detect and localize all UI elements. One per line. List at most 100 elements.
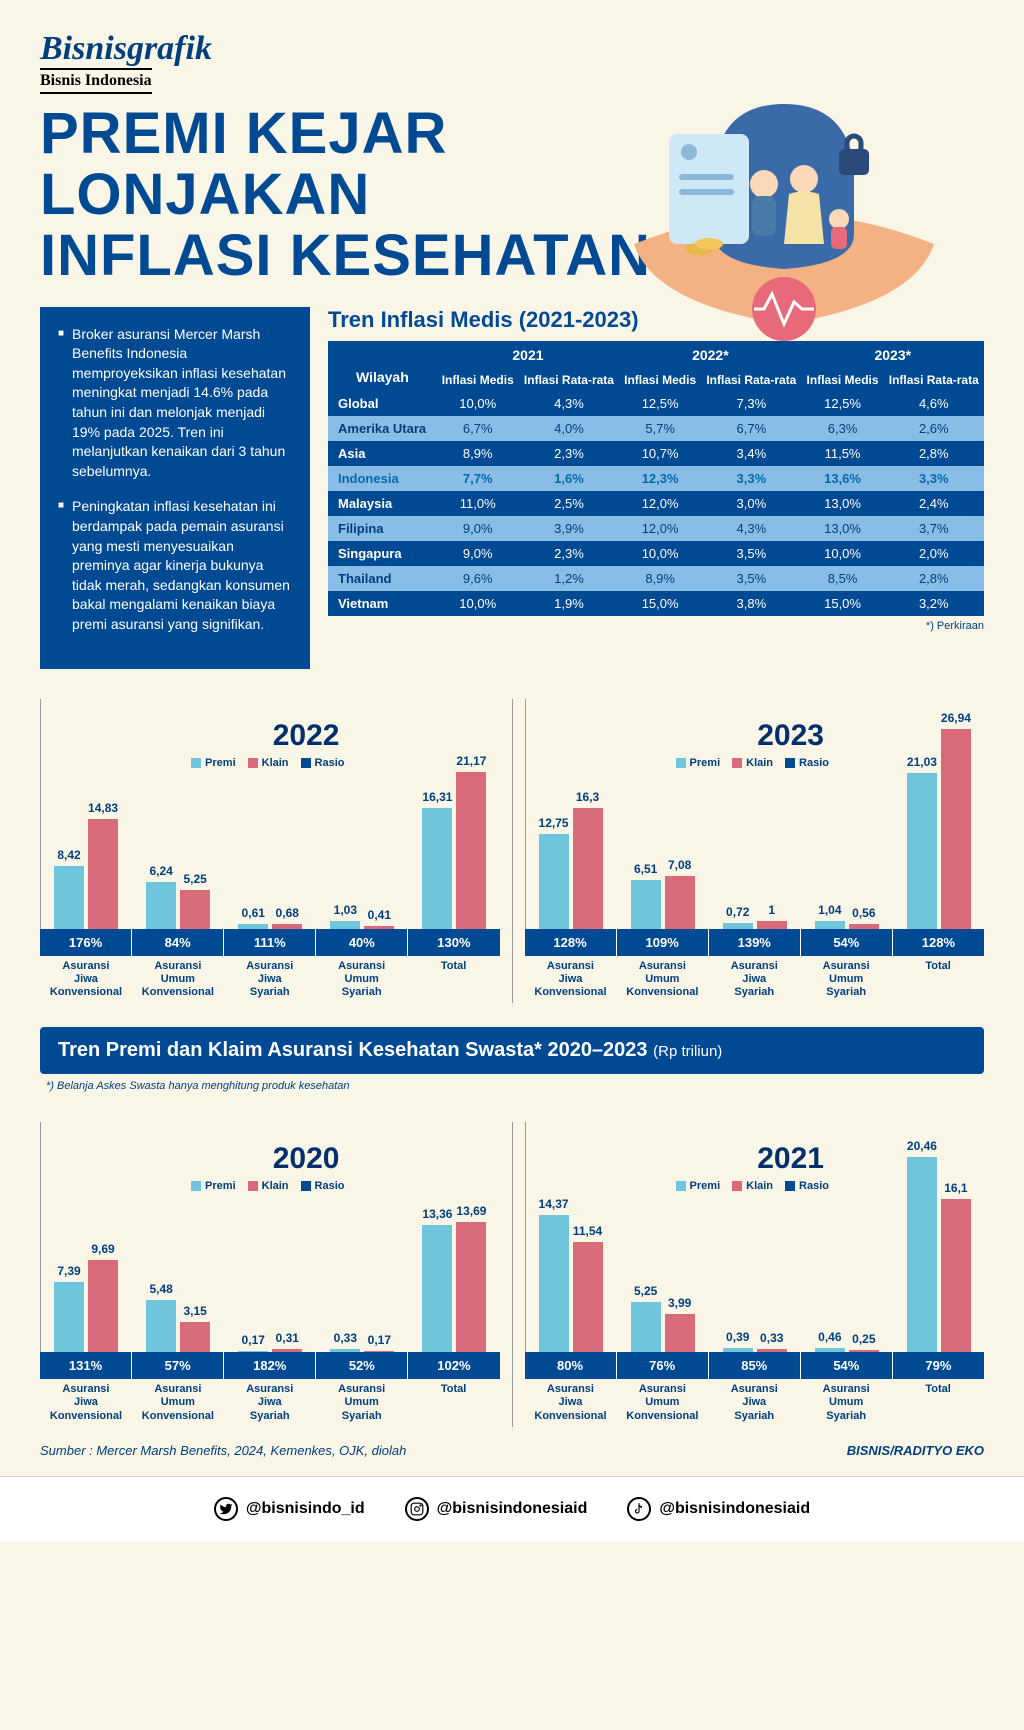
bar-klaim: 0,41 — [364, 926, 394, 929]
logo-sub: Bisnis Indonesia — [40, 68, 152, 94]
bar-klaim: 26,94 — [941, 729, 971, 929]
section-banner: Tren Premi dan Klaim Asuransi Kesehatan … — [40, 1027, 984, 1074]
bar-group: 13,3613,69 — [409, 1122, 499, 1352]
bar-klaim: 0,68 — [272, 924, 302, 929]
bar-group: 1,030,41 — [317, 699, 407, 929]
bar-klaim: 11,54 — [573, 1242, 603, 1352]
bar-klaim: 3,15 — [180, 1322, 210, 1352]
source-text: Sumber : Mercer Marsh Benefits, 2024, Ke… — [40, 1443, 406, 1458]
category-label: Total — [892, 956, 984, 1004]
tiktok-icon — [627, 1497, 651, 1521]
bar-group: 5,483,15 — [133, 1122, 223, 1352]
bars-area: 8,4214,83 6,245,25 0,61 0,68 1,030,4116,3121… — [40, 699, 500, 929]
ratio-cell: 131% — [40, 1352, 132, 1379]
ratio-cell: 54% — [801, 1352, 893, 1379]
category-label: AsuransiUmumKonvensional — [132, 956, 224, 1004]
social-instagram[interactable]: @bisnisindonesiaid — [405, 1497, 588, 1521]
intro-box: Broker asuransi Mercer Marsh Benefits In… — [40, 307, 310, 669]
bar-premi: 14,37 — [539, 1215, 569, 1352]
bar-klaim: 14,83 — [88, 819, 118, 929]
social-handle: @bisnisindonesiaid — [659, 1500, 810, 1518]
bar-klaim: 21,17 — [456, 772, 486, 929]
ratio-row: 176%84%111%40%130% — [40, 929, 500, 956]
infographic-page: Bisnisgrafik Bisnis Indonesia PREMI KEJA… — [0, 0, 1024, 1541]
table-footnote: *) Perkiraan — [328, 620, 984, 632]
category-label: AsuransiJiwaKonvensional — [525, 956, 617, 1004]
ratio-cell: 128% — [525, 929, 617, 956]
bar-klaim: 0,25 — [849, 1350, 879, 1352]
bar-group: 0,390,33 — [710, 1122, 800, 1352]
category-label: AsuransiJiwaSyariah — [708, 956, 800, 1004]
bar-premi: 6,51 — [631, 880, 661, 928]
bar-group: 0,61 0,68 — [225, 699, 315, 929]
intro-para-2: Peningkatan inflasi kesehatan ini berdam… — [58, 497, 292, 634]
bar-klaim: 7,08 — [665, 876, 695, 928]
category-label: Total — [892, 1379, 984, 1427]
bar-klaim: 1 — [757, 921, 787, 928]
category-label: AsuransiJiwaKonvensional — [40, 1379, 132, 1427]
table-row: Filipina9,0%3,9%12,0%4,3%13,0%3,7% — [328, 516, 984, 541]
bar-group: 7,399,69 — [41, 1122, 131, 1352]
category-label: AsuransiJiwaSyariah — [224, 1379, 316, 1427]
ratio-cell: 111% — [224, 929, 316, 956]
category-label: Total — [408, 956, 500, 1004]
table-block: Tren Inflasi Medis (2021-2023) Wilayah20… — [328, 307, 984, 669]
bar-klaim: 5,25 — [180, 890, 210, 929]
category-label: AsuransiJiwaKonvensional — [40, 956, 132, 1004]
bar-premi: 0,72 — [723, 923, 753, 928]
bar-premi: 5,25 — [631, 1302, 661, 1352]
bar-premi: 12,75 — [539, 834, 569, 928]
ratio-cell: 40% — [316, 929, 408, 956]
ratio-cell: 139% — [709, 929, 801, 956]
ratio-row: 128%109%139%54%128% — [525, 929, 985, 956]
bar-klaim: 16,3 — [573, 808, 603, 929]
category-label: AsuransiJiwaSyariah — [224, 956, 316, 1004]
bar-group: 0,33 0,17 — [317, 1122, 407, 1352]
category-row: AsuransiJiwaKonvensionalAsuransiUmumKonv… — [40, 1379, 500, 1427]
bar-premi: 0,61 — [238, 924, 268, 929]
bar-group: 16,3121,17 — [409, 699, 499, 929]
bar-premi: 1,04 — [815, 921, 845, 929]
credit-text: BISNIS/RADITYO EKO — [847, 1443, 984, 1458]
category-label: AsuransiJiwaKonvensional — [525, 1379, 617, 1427]
inflation-table: Wilayah20212022*2023*Inflasi MedisInflas… — [328, 341, 984, 616]
bar-klaim: 13,69 — [456, 1222, 486, 1352]
ratio-cell: 76% — [617, 1352, 709, 1379]
bar-premi: 21,03 — [907, 773, 937, 929]
bar-klaim: 0,31 — [272, 1349, 302, 1352]
ratio-cell: 80% — [525, 1352, 617, 1379]
category-label: AsuransiUmumSyariah — [800, 956, 892, 1004]
social-twitter[interactable]: @bisnisindo_id — [214, 1497, 365, 1521]
bar-group: 5,253,99 — [618, 1122, 708, 1352]
chart-panel: 2022PremiKlainRasio8,4214,836,245,250,61… — [40, 699, 500, 1004]
category-label: AsuransiJiwaSyariah — [708, 1379, 800, 1427]
bar-group: 6,245,25 — [133, 699, 223, 929]
footer: @bisnisindo_id @bisnisindonesiaid @bisnisi… — [0, 1476, 1024, 1541]
table-row: Vietnam10,0%1,9%15,0%3,8%15,0%3,2% — [328, 591, 984, 616]
social-tiktok[interactable]: @bisnisindonesiaid — [627, 1497, 810, 1521]
social-handle: @bisnisindonesiaid — [437, 1500, 588, 1518]
ratio-cell: 130% — [408, 929, 499, 956]
instagram-icon — [405, 1497, 429, 1521]
banner-unit: (Rp triliun) — [653, 1043, 722, 1060]
category-row: AsuransiJiwaKonvensionalAsuransiUmumKonv… — [40, 956, 500, 1004]
ratio-cell: 54% — [801, 929, 893, 956]
bar-premi: 6,24 — [146, 882, 176, 928]
bar-klaim: 9,69 — [88, 1260, 118, 1352]
category-label: AsuransiUmumSyariah — [316, 956, 408, 1004]
intro-row: Broker asuransi Mercer Marsh Benefits In… — [40, 307, 984, 669]
bar-group: 14,3711,54 — [526, 1122, 616, 1352]
twitter-icon — [214, 1497, 238, 1521]
ratio-cell: 102% — [408, 1352, 499, 1379]
bar-klaim: 0,17 — [364, 1351, 394, 1353]
table-row: Asia8,9%2,3%10,7%3,4%11,5%2,8% — [328, 441, 984, 466]
bar-premi: 0,33 — [330, 1349, 360, 1352]
bar-premi: 8,42 — [54, 866, 84, 928]
table-row: Singapura9,0%2,3%10,0%3,5%10,0%2,0% — [328, 541, 984, 566]
bar-premi: 0,39 — [723, 1348, 753, 1352]
divider — [512, 699, 513, 1004]
chart-panel: 2021PremiKlainRasio14,3711,545,253,990,3… — [525, 1122, 985, 1427]
bars-area: 14,3711,545,253,990,390,330,460,2520,461… — [525, 1122, 985, 1352]
ratio-row: 80%76%85%54%79% — [525, 1352, 985, 1379]
hero-illustration — [584, 44, 984, 344]
